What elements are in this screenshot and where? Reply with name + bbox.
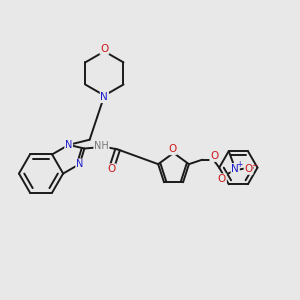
- Text: O: O: [210, 151, 218, 161]
- Text: N: N: [65, 140, 72, 150]
- Text: O: O: [168, 144, 176, 154]
- Text: O: O: [218, 174, 226, 184]
- Text: O: O: [244, 164, 253, 174]
- Text: O: O: [107, 164, 116, 174]
- Text: N: N: [76, 159, 83, 169]
- Text: +: +: [236, 160, 243, 169]
- Text: N: N: [231, 164, 239, 174]
- Text: O: O: [100, 44, 109, 54]
- Text: N: N: [100, 92, 108, 102]
- Text: NH: NH: [94, 141, 109, 151]
- Text: −: −: [251, 161, 258, 170]
